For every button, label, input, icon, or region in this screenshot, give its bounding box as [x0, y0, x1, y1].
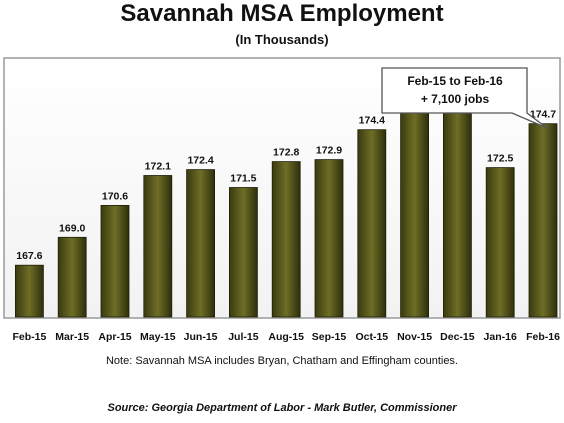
bar-Dec-15 [442, 105, 472, 318]
chart-subtitle: (In Thousands) [235, 32, 329, 47]
value-label-Jun-15: 172.4 [187, 155, 213, 167]
bar-Oct-15 [357, 129, 387, 318]
value-label-Oct-15: 174.4 [359, 115, 385, 127]
callout-box: Feb-15 to Feb-16 + 7,100 jobs [381, 67, 548, 129]
bar-Mar-15 [57, 236, 87, 318]
value-label-Feb-16: 174.7 [530, 109, 556, 121]
bar-Nov-15 [400, 111, 430, 318]
value-label-Jul-15: 171.5 [230, 173, 256, 185]
value-label-Feb-15: 167.6 [16, 250, 42, 262]
callout-line-1: Feb-15 to Feb-16 [407, 74, 503, 88]
category-label-Mar-15: Mar-15 [55, 331, 89, 343]
category-label-Aug-15: Aug-15 [268, 331, 304, 343]
bar-Feb-15 [14, 264, 44, 318]
bar-May-15 [143, 175, 173, 318]
value-label-Jan-16: 172.5 [487, 153, 513, 165]
category-label-Dec-15: Dec-15 [440, 331, 475, 343]
callout-shape [381, 67, 548, 129]
category-label-Nov-15: Nov-15 [397, 331, 432, 343]
chart-title: Savannah MSA Employment [120, 0, 444, 27]
value-label-Aug-15: 172.8 [273, 147, 299, 159]
value-label-Apr-15: 170.6 [102, 190, 128, 202]
bar-Aug-15 [271, 161, 301, 318]
category-label-Sep-15: Sep-15 [312, 331, 347, 343]
bar-Apr-15 [100, 204, 130, 318]
category-label-May-15: May-15 [140, 331, 176, 343]
category-label-Oct-15: Oct-15 [355, 331, 388, 343]
category-label-Jan-16: Jan-16 [484, 331, 517, 343]
chart-source: Source: Georgia Department of Labor - Ma… [107, 402, 457, 414]
value-label-May-15: 172.1 [145, 161, 171, 173]
bar-Jan-16 [485, 167, 515, 318]
category-label-Jul-15: Jul-15 [228, 331, 259, 343]
category-label-Feb-15: Feb-15 [12, 331, 46, 343]
chart-note: Note: Savannah MSA includes Bryan, Chath… [105, 355, 458, 367]
value-label-Sep-15: 172.9 [316, 145, 342, 157]
bar-Jul-15 [228, 187, 258, 318]
value-label-Mar-15: 169.0 [59, 222, 85, 234]
category-label-Apr-15: Apr-15 [98, 331, 131, 343]
bar-Feb-16 [528, 123, 558, 318]
callout-line-2: + 7,100 jobs [421, 92, 490, 106]
bar-Jun-15 [186, 169, 216, 318]
category-label-Jun-15: Jun-15 [184, 331, 218, 343]
bar-Sep-15 [314, 159, 344, 318]
category-label-Feb-16: Feb-16 [526, 331, 560, 343]
